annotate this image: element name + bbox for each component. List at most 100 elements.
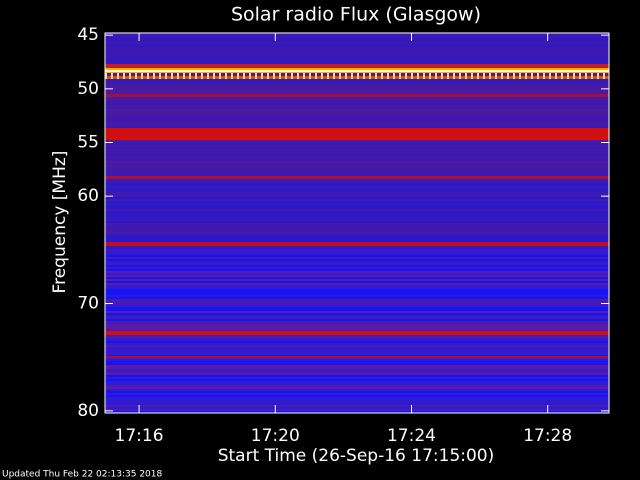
field-row <box>105 345 609 347</box>
field-row <box>105 281 609 283</box>
x-tick-label: 17:20 <box>251 426 300 446</box>
field-zone <box>105 85 609 125</box>
field-spike <box>579 73 581 79</box>
field-row <box>105 301 609 303</box>
field-row <box>105 359 609 361</box>
field-row <box>105 305 609 307</box>
field-spike <box>345 73 347 79</box>
field-row <box>105 365 609 367</box>
field-row <box>105 283 609 285</box>
field-spike <box>435 73 437 79</box>
field-row <box>105 367 609 369</box>
field-spike <box>303 73 305 79</box>
field-row <box>105 319 609 321</box>
x-tick-label: 17:24 <box>387 426 436 446</box>
field-row <box>105 363 609 365</box>
field-spike <box>573 73 575 79</box>
field-spike <box>111 73 113 79</box>
field-row <box>105 265 609 267</box>
field-row <box>105 381 609 383</box>
field-border <box>104 32 610 414</box>
field-spike <box>243 73 245 79</box>
field-spike <box>333 73 335 79</box>
field-row <box>105 391 609 393</box>
field-row <box>105 405 609 407</box>
field-spike <box>297 73 299 79</box>
field-row <box>105 261 609 263</box>
field-row <box>105 285 609 287</box>
field-row <box>105 371 609 373</box>
field-row <box>105 321 609 323</box>
field-band <box>105 242 609 246</box>
field-row <box>105 329 609 331</box>
field-row <box>105 309 609 311</box>
field-spike <box>147 73 149 79</box>
field-spike <box>591 73 593 79</box>
field-row <box>105 375 609 377</box>
field-row <box>105 399 609 401</box>
field-row <box>105 369 609 371</box>
field-row <box>105 315 609 317</box>
field-row <box>105 269 609 271</box>
field-row <box>105 313 609 315</box>
field-spike <box>183 73 185 79</box>
field-spike <box>441 73 443 79</box>
field-row <box>105 379 609 381</box>
field-spike <box>201 73 203 79</box>
field-spike <box>213 73 215 79</box>
field-spike <box>453 73 455 79</box>
x-axis-label: Start Time (26-Sep-16 17:15:00) <box>218 446 495 466</box>
field-row <box>105 339 609 341</box>
field-row <box>105 291 609 293</box>
field-band <box>105 94 609 97</box>
field-row <box>105 277 609 279</box>
field-spike <box>477 73 479 79</box>
field-spike <box>321 73 323 79</box>
field-spike <box>153 73 155 79</box>
field-row <box>105 347 609 349</box>
field-spike <box>519 73 521 79</box>
y-tick-label: 50 <box>77 79 99 99</box>
footer: Updated Thu Feb 22 02:13:35 2018 <box>2 470 163 480</box>
spectrogram-field <box>104 32 610 414</box>
field-row <box>105 271 609 273</box>
field-row <box>105 255 609 257</box>
field-spike <box>375 73 377 79</box>
field-spike <box>423 73 425 79</box>
field-spike <box>483 73 485 79</box>
field-spike <box>237 73 239 79</box>
field-row <box>105 407 609 409</box>
field-spike <box>135 73 137 79</box>
field-row <box>105 263 609 265</box>
field-row <box>105 337 609 339</box>
field-row <box>105 325 609 327</box>
field-spike <box>507 73 509 79</box>
field-spike <box>231 73 233 79</box>
field-band <box>105 70 609 72</box>
field-row <box>105 279 609 281</box>
field-row <box>105 257 609 259</box>
field-spike <box>225 73 227 79</box>
field-spike <box>549 73 551 79</box>
field-row <box>105 397 609 399</box>
field-spike <box>219 73 221 79</box>
field-spike <box>363 73 365 79</box>
field-row <box>105 349 609 351</box>
field-row <box>105 275 609 277</box>
field-row <box>105 373 609 375</box>
field-spike <box>585 73 587 79</box>
field-row <box>105 403 609 405</box>
field-spike <box>165 73 167 79</box>
field-row <box>105 387 609 389</box>
field-row <box>105 401 609 403</box>
field-spike <box>207 73 209 79</box>
x-tick-label: 17:28 <box>523 426 572 446</box>
field-spike <box>567 73 569 79</box>
field-spike <box>543 73 545 79</box>
field-row <box>105 389 609 391</box>
field-spike <box>603 73 605 79</box>
field-row <box>105 377 609 379</box>
field-band <box>105 128 609 140</box>
field-spike <box>171 73 173 79</box>
field-spike <box>279 73 281 79</box>
